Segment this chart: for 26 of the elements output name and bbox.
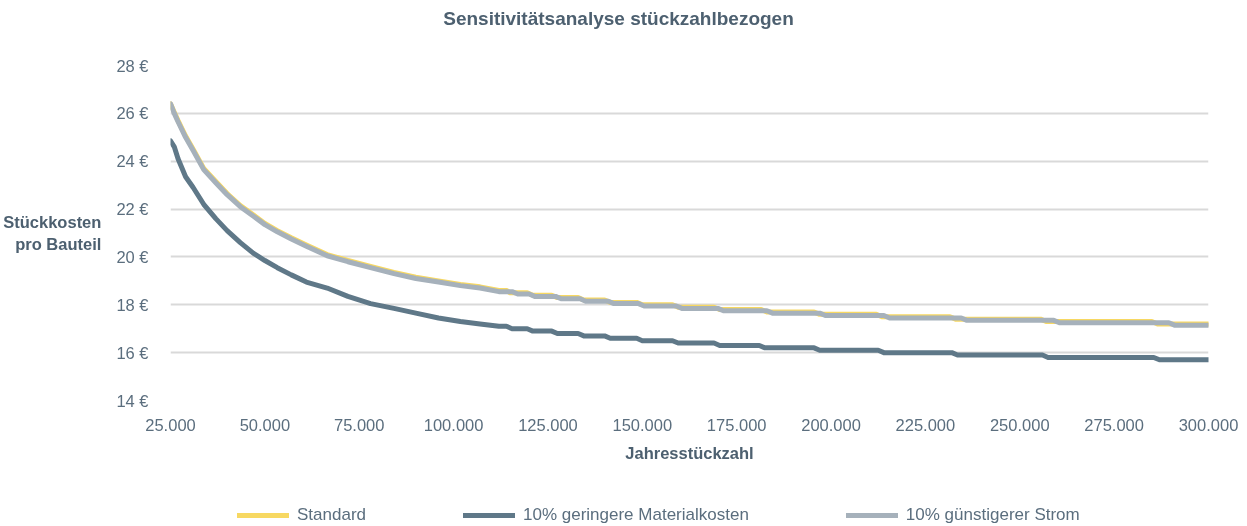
x-tick-label: 225.000 [895,415,956,434]
x-tick-label: 100.000 [423,415,484,434]
y-tick-label: 26 € [116,104,149,123]
y-tick-label: 14 € [116,391,149,410]
legend-label: 10% geringere Materialkosten [523,505,749,525]
y-tick-label: 16 € [116,343,149,362]
y-tick-label: 28 € [116,56,149,75]
legend-label: Standard [297,505,366,525]
y-tick-label: 20 € [116,247,149,266]
y-tick-label: 18 € [116,295,149,314]
x-tick-label: 125.000 [518,415,578,434]
x-tick-label: 275.000 [1084,415,1144,434]
x-tick-label: 300.000 [1178,415,1239,434]
x-tick-label: 200.000 [801,415,861,434]
legend-label: 10% günstigerer Strom [905,505,1080,525]
x-tick-label: 250.000 [989,415,1050,434]
x-tick-label: 175.000 [706,415,767,434]
x-tick-label: 75.000 [333,415,385,434]
x-tick-label: 50.000 [239,415,291,434]
y-tick-label: 22 € [116,200,149,219]
x-axis-title: Jahresstückzahl [625,443,754,462]
x-tick-label: 150.000 [612,415,673,434]
y-axis-title: Stückkosten pro Bauteil [3,213,102,253]
chart-title: Sensitivitätsanalyse stückzahlbezogen [443,8,794,29]
y-tick-label: 24 € [116,152,149,171]
x-tick-label: 25.000 [145,415,196,434]
